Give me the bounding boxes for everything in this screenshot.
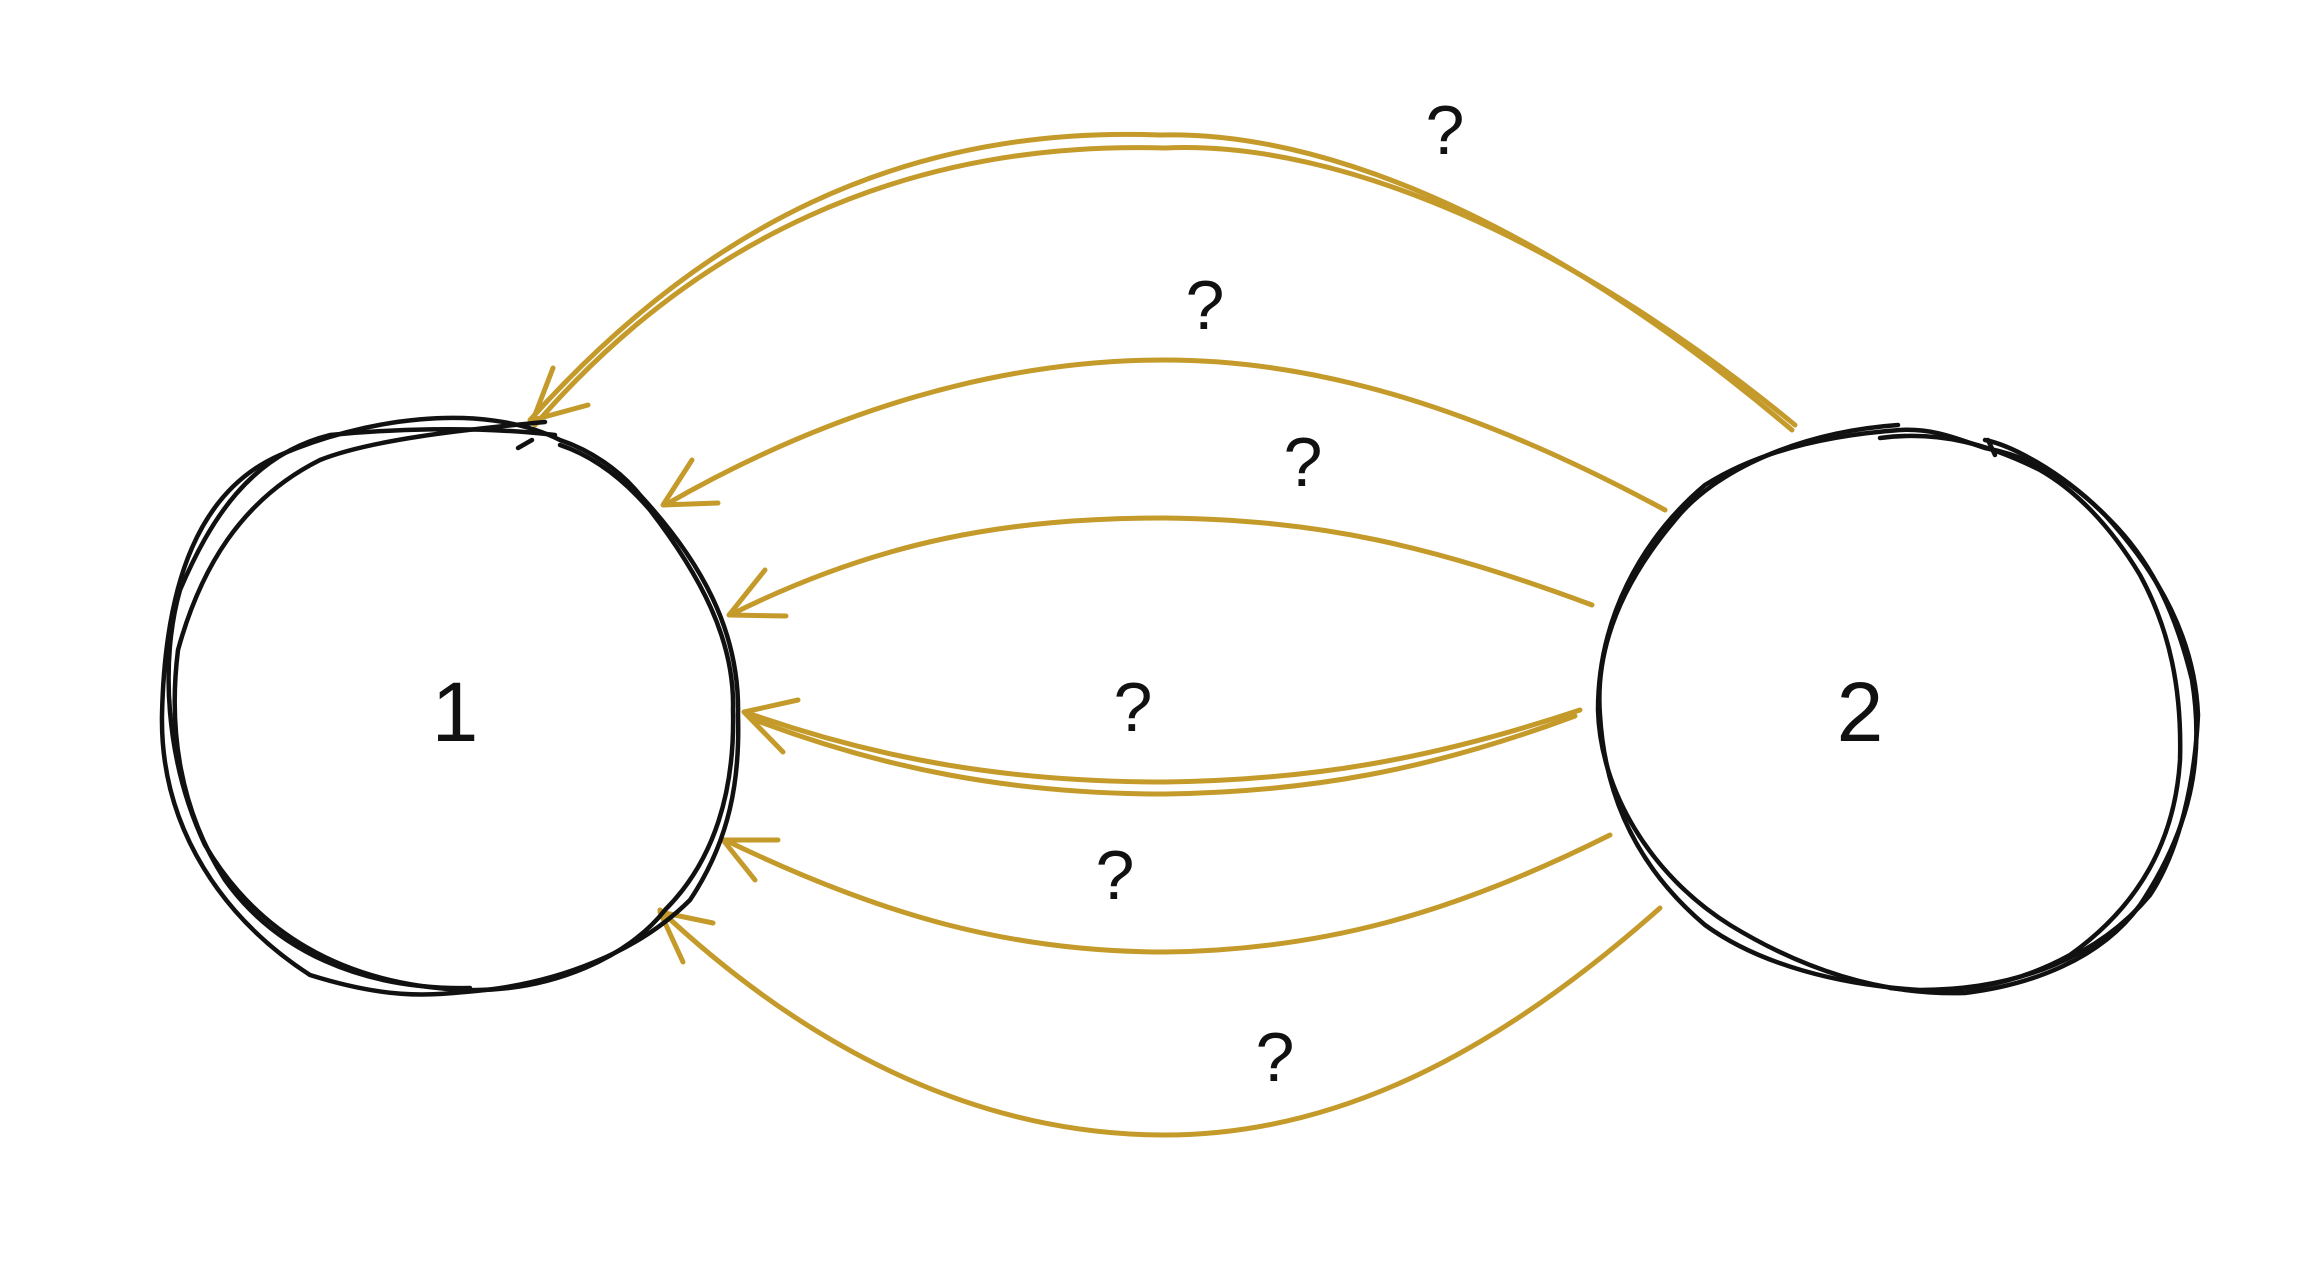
edge-line-sketch <box>532 145 1798 428</box>
node-outline-sketch <box>1597 422 2201 993</box>
arrowhead <box>741 697 801 755</box>
edge-group <box>527 131 1798 1138</box>
node-outline-sketch <box>172 419 548 991</box>
arrowhead <box>720 837 781 883</box>
edge-line <box>657 905 1663 1138</box>
node-outline-sketch <box>1877 433 2183 993</box>
edge-2-to-1-arc-upper <box>660 357 1668 513</box>
edge-2-to-1-arc-bottom <box>657 905 1663 1138</box>
node-label: 2 <box>1837 665 1884 759</box>
edge-line <box>722 832 1613 955</box>
edge-label: ? <box>1096 836 1135 914</box>
edge-line <box>742 707 1583 785</box>
edge-line <box>727 515 1595 618</box>
edge-2-to-1-arc-middle-upper <box>726 515 1595 619</box>
arrowhead <box>657 909 716 965</box>
node-label: 1 <box>432 665 479 759</box>
edge-line-sketch <box>747 713 1578 797</box>
node-1: 1 <box>159 415 741 997</box>
edge-2-to-1-arc-top <box>527 131 1798 433</box>
edge-label: ? <box>1186 266 1225 344</box>
edge-label: ? <box>1256 1018 1295 1096</box>
arrowhead <box>660 457 721 508</box>
edge-label: ? <box>1426 91 1465 169</box>
edge-label: ? <box>1114 668 1153 746</box>
edge-line <box>527 131 1795 433</box>
node-outline <box>159 415 741 997</box>
edge-label: ? <box>1284 423 1323 501</box>
node-outline-tick <box>515 437 535 451</box>
edge-2-to-1-arc-middle <box>741 697 1583 797</box>
edge-label-group: ? ? ? ? ? ? <box>1096 91 1465 1096</box>
arrowhead <box>726 567 789 619</box>
node-outline-tick <box>1985 437 1998 458</box>
arrowhead <box>530 365 591 423</box>
edge-2-to-1-arc-lower <box>720 832 1613 955</box>
edge-line <box>662 357 1668 513</box>
node-2: 2 <box>1595 422 2201 996</box>
